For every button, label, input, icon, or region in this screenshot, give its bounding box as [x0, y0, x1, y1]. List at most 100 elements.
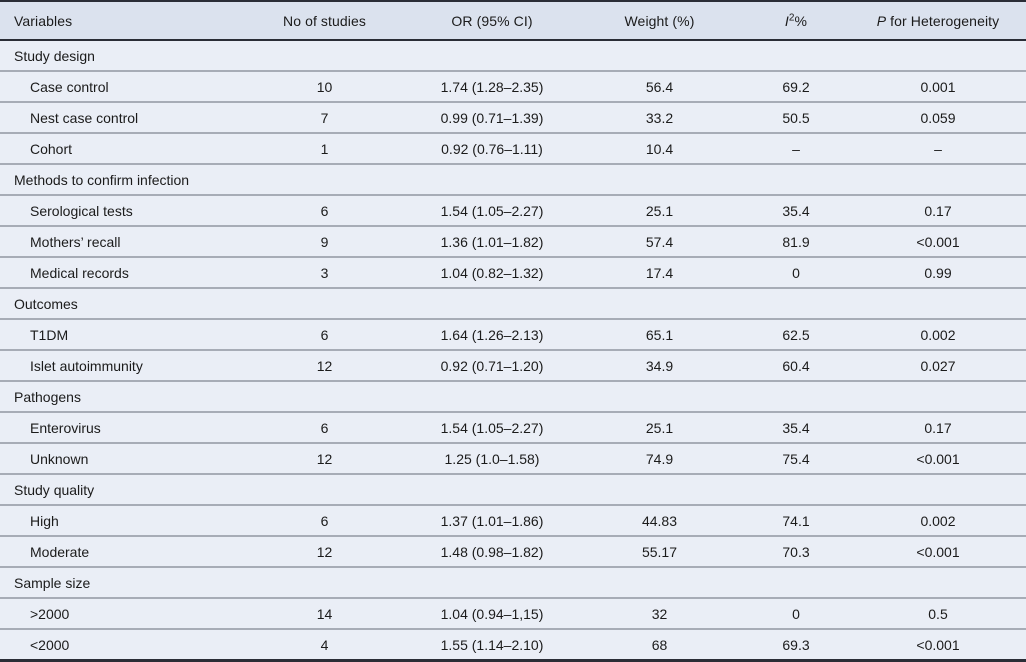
section-label: Pathogens: [0, 380, 1026, 412]
row-label: Mothers’ recall: [0, 225, 242, 257]
col-header-i2: I2%: [742, 1, 850, 41]
cell-p-heterogeneity: 0.001: [850, 70, 1026, 102]
cell-i2: 62.5: [742, 318, 850, 350]
section-row: Outcomes: [0, 287, 1026, 319]
row-label: >2000: [0, 597, 242, 629]
table-row: Mothers’ recall 9 1.36 (1.01–1.82) 57.4 81.9…: [0, 225, 1026, 257]
cell-i2: 35.4: [742, 411, 850, 443]
header-row: Variables No of studies OR (95% CI) Weight …: [0, 1, 1026, 41]
col-header-p-heterogeneity: P for Heterogeneity: [850, 1, 1026, 41]
section-label: Study quality: [0, 473, 1026, 505]
cell-or-ci: 1.04 (0.82–1.32): [407, 256, 577, 288]
cell-or-ci: 1.36 (1.01–1.82): [407, 225, 577, 257]
cell-weight: 57.4: [577, 225, 742, 257]
cell-p-heterogeneity: 0.99: [850, 256, 1026, 288]
row-label: T1DM: [0, 318, 242, 350]
table-row: Serological tests 6 1.54 (1.05–2.27) 25.1 35…: [0, 194, 1026, 226]
cell-p-heterogeneity: –: [850, 132, 1026, 164]
cell-p-heterogeneity: 0.002: [850, 318, 1026, 350]
cell-i2: 81.9: [742, 225, 850, 257]
section-row: Study quality: [0, 473, 1026, 505]
cell-no-of-studies: 6: [242, 504, 407, 536]
cell-weight: 44.83: [577, 504, 742, 536]
cell-no-of-studies: 14: [242, 597, 407, 629]
table-row: Medical records 3 1.04 (0.82–1.32) 17.4 0 0.9…: [0, 256, 1026, 288]
col-header-or-ci: OR (95% CI): [407, 1, 577, 41]
cell-or-ci: 1.48 (0.98–1.82): [407, 535, 577, 567]
cell-weight: 56.4: [577, 70, 742, 102]
table-row: Nest case control 7 0.99 (0.71–1.39) 33.2 50…: [0, 101, 1026, 133]
col-header-no-of-studies: No of studies: [242, 1, 407, 41]
cell-weight: 17.4: [577, 256, 742, 288]
row-label: <2000: [0, 628, 242, 661]
cell-i2: 0: [742, 597, 850, 629]
cell-or-ci: 1.37 (1.01–1.86): [407, 504, 577, 536]
cell-or-ci: 1.25 (1.0–1.58): [407, 442, 577, 474]
cell-p-heterogeneity: <0.001: [850, 535, 1026, 567]
table-row: Case control 10 1.74 (1.28–2.35) 56.4 69.2 0.…: [0, 70, 1026, 102]
table-row: Unknown 12 1.25 (1.0–1.58) 74.9 75.4 <0.001: [0, 442, 1026, 474]
cell-i2: 60.4: [742, 349, 850, 381]
table-row: T1DM 6 1.64 (1.26–2.13) 65.1 62.5 0.002: [0, 318, 1026, 350]
row-label: Islet autoimmunity: [0, 349, 242, 381]
cell-i2: 35.4: [742, 194, 850, 226]
table-row: <2000 4 1.55 (1.14–2.10) 68 69.3 <0.001: [0, 628, 1026, 661]
table-row: Islet autoimmunity 12 0.92 (0.71–1.20) 34.9…: [0, 349, 1026, 381]
cell-or-ci: 0.99 (0.71–1.39): [407, 101, 577, 133]
section-label: Sample size: [0, 566, 1026, 598]
cell-weight: 25.1: [577, 411, 742, 443]
cell-weight: 74.9: [577, 442, 742, 474]
cell-no-of-studies: 10: [242, 70, 407, 102]
cell-no-of-studies: 3: [242, 256, 407, 288]
cell-i2: 75.4: [742, 442, 850, 474]
cell-p-heterogeneity: <0.001: [850, 442, 1026, 474]
table-row: >2000 14 1.04 (0.94–1,15) 32 0 0.5: [0, 597, 1026, 629]
table-row: Cohort 1 0.92 (0.76–1.11) 10.4– –: [0, 132, 1026, 164]
cell-no-of-studies: 9: [242, 225, 407, 257]
cell-p-heterogeneity: 0.027: [850, 349, 1026, 381]
row-label: Cohort: [0, 132, 242, 164]
cell-weight: 25.1: [577, 194, 742, 226]
cell-p-heterogeneity: 0.059: [850, 101, 1026, 133]
row-label: High: [0, 504, 242, 536]
cell-weight: 55.17: [577, 535, 742, 567]
cell-no-of-studies: 6: [242, 411, 407, 443]
cell-weight: 68: [577, 628, 742, 661]
section-row: Sample size: [0, 566, 1026, 598]
cell-no-of-studies: 12: [242, 349, 407, 381]
cell-no-of-studies: 1: [242, 132, 407, 164]
row-label: Moderate: [0, 535, 242, 567]
cell-i2: 69.2: [742, 70, 850, 102]
table-row: Moderate 12 1.48 (0.98–1.82) 55.17 70.3 <0.00…: [0, 535, 1026, 567]
row-label: Unknown: [0, 442, 242, 474]
cell-no-of-studies: 7: [242, 101, 407, 133]
table-row: Enterovirus 6 1.54 (1.05–2.27) 25.1 35.4 0.17: [0, 411, 1026, 443]
cell-no-of-studies: 12: [242, 442, 407, 474]
cell-p-heterogeneity: 0.17: [850, 411, 1026, 443]
cell-i2: 74.1: [742, 504, 850, 536]
table-body: Study design Case control 10 1.74 (1.28–2.3…: [0, 40, 1026, 661]
cell-or-ci: 1.54 (1.05–2.27): [407, 194, 577, 226]
row-label: Case control: [0, 70, 242, 102]
cell-no-of-studies: 4: [242, 628, 407, 661]
section-row: Methods to confirm infection: [0, 163, 1026, 195]
cell-or-ci: 1.55 (1.14–2.10): [407, 628, 577, 661]
cell-p-heterogeneity: <0.001: [850, 225, 1026, 257]
col-header-variables: Variables: [0, 1, 242, 41]
row-label: Enterovirus: [0, 411, 242, 443]
cell-or-ci: 1.04 (0.94–1,15): [407, 597, 577, 629]
cell-or-ci: 1.54 (1.05–2.27): [407, 411, 577, 443]
col-header-weight: Weight (%): [577, 1, 742, 41]
section-row: Study design: [0, 40, 1026, 71]
cell-p-heterogeneity: 0.5: [850, 597, 1026, 629]
row-label: Medical records: [0, 256, 242, 288]
cell-i2: –: [742, 132, 850, 164]
cell-p-heterogeneity: 0.17: [850, 194, 1026, 226]
section-label: Outcomes: [0, 287, 1026, 319]
cell-weight: 10.4: [577, 132, 742, 164]
cell-weight: 33.2: [577, 101, 742, 133]
cell-or-ci: 1.64 (1.26–2.13): [407, 318, 577, 350]
section-row: Pathogens: [0, 380, 1026, 412]
table-header: Variables No of studies OR (95% CI) Weight …: [0, 1, 1026, 41]
